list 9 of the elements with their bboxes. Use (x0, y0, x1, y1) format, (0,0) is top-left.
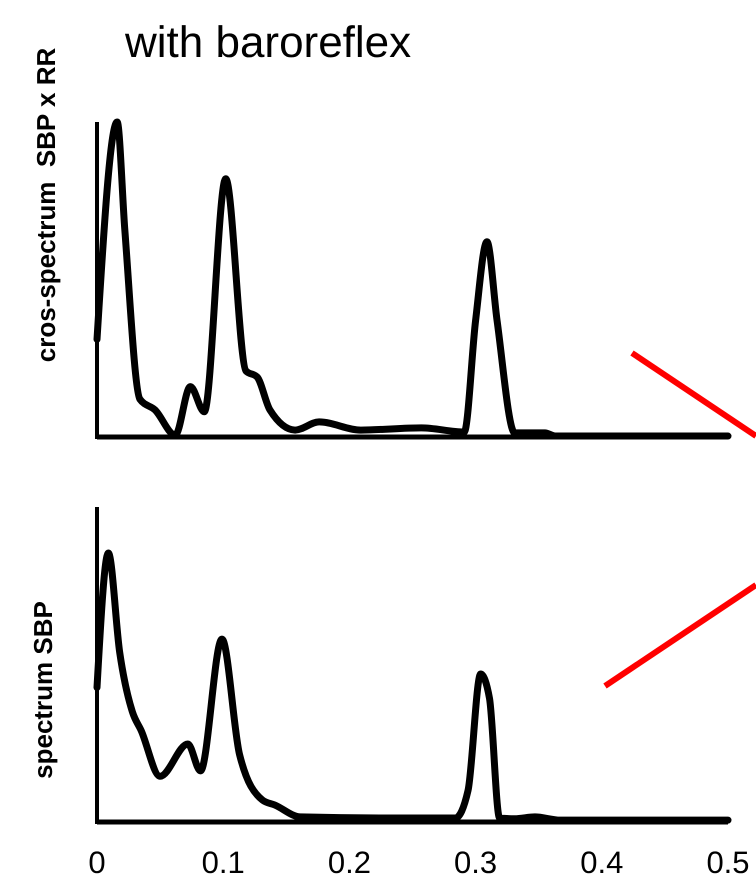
x-tick-label: 0.3 (454, 845, 498, 880)
x-tick-label: 0.1 (202, 845, 245, 880)
x-tick-label: 0.4 (580, 845, 624, 880)
y-axis-title: spectrum SBP (28, 601, 58, 779)
x-tick-label: 0 (88, 845, 106, 880)
x-tick-label: 0.2 (328, 845, 371, 880)
chart-title: with baroreflex (124, 18, 412, 67)
y-axis-title: cros-spectrum SBP x RR (31, 48, 61, 362)
x-tick-label: 0.5 (706, 845, 750, 880)
